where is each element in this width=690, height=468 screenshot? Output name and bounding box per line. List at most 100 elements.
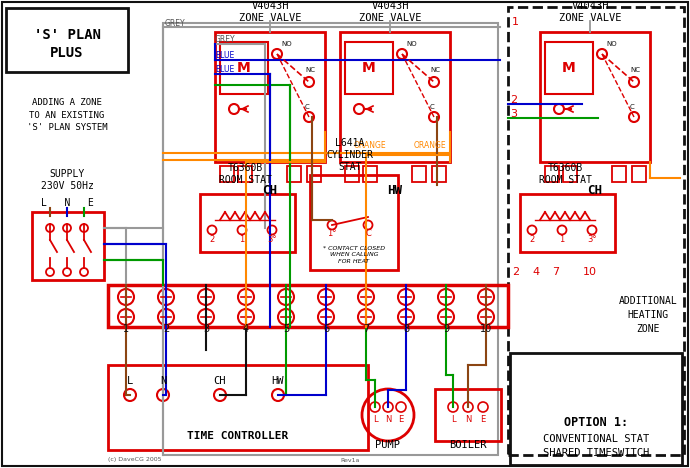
Bar <box>345 166 359 182</box>
Text: N: N <box>160 376 166 386</box>
Text: Rev1a: Rev1a <box>340 458 359 462</box>
Bar <box>310 175 398 270</box>
Text: T6360B
ROOM STAT: T6360B ROOM STAT <box>539 163 591 185</box>
Text: N: N <box>465 415 471 424</box>
Text: 4: 4 <box>533 267 540 277</box>
Text: 1: 1 <box>560 235 564 244</box>
Bar <box>215 32 325 162</box>
Text: L: L <box>451 415 455 424</box>
Text: 2: 2 <box>529 235 535 244</box>
Text: 6: 6 <box>323 324 329 334</box>
Text: 5: 5 <box>283 324 289 334</box>
Text: V4043H
ZONE VALVE: V4043H ZONE VALVE <box>359 1 422 23</box>
Bar <box>6 8 128 72</box>
Text: CH: CH <box>587 183 602 197</box>
Bar <box>510 353 682 465</box>
Bar <box>632 166 646 182</box>
Text: NC: NC <box>630 67 640 73</box>
Text: C: C <box>430 104 435 110</box>
Text: 'S' PLAN
PLUS: 'S' PLAN PLUS <box>34 29 101 59</box>
Text: * CONTACT CLOSED
WHEN CALLING
FOR HEAT: * CONTACT CLOSED WHEN CALLING FOR HEAT <box>323 246 385 263</box>
Text: 3: 3 <box>510 109 517 119</box>
Bar <box>340 32 450 162</box>
Text: 10: 10 <box>583 267 597 277</box>
Text: T6360B
ROOM STAT: T6360B ROOM STAT <box>219 163 271 185</box>
Text: GREY: GREY <box>165 19 186 28</box>
Text: C: C <box>365 228 371 237</box>
Bar <box>220 166 234 182</box>
Bar <box>108 365 368 450</box>
Text: V4043H
ZONE VALVE: V4043H ZONE VALVE <box>559 1 621 23</box>
Text: HW: HW <box>272 376 284 386</box>
Text: 2: 2 <box>513 267 520 277</box>
Text: 2: 2 <box>510 95 517 105</box>
Bar <box>307 166 321 182</box>
Text: 1°: 1° <box>327 228 337 237</box>
Text: 3°: 3° <box>267 235 277 244</box>
Bar <box>238 166 252 182</box>
Text: M: M <box>562 61 576 75</box>
Text: 7: 7 <box>553 267 560 277</box>
Bar <box>200 194 295 252</box>
Text: PUMP: PUMP <box>375 440 400 450</box>
Bar <box>545 42 593 94</box>
Text: BLUE: BLUE <box>215 51 234 59</box>
Bar <box>540 32 650 162</box>
Bar <box>412 166 426 182</box>
Text: 10: 10 <box>480 324 492 334</box>
Bar <box>432 166 446 182</box>
Text: BOILER: BOILER <box>449 440 486 450</box>
Bar <box>612 166 626 182</box>
Text: BLUE: BLUE <box>215 66 234 74</box>
Text: V4043H
ZONE VALVE: V4043H ZONE VALVE <box>239 1 302 23</box>
Text: 2: 2 <box>209 235 215 244</box>
Text: NC: NC <box>430 67 440 73</box>
Text: NO: NO <box>406 41 417 47</box>
Bar <box>220 42 268 94</box>
Bar <box>435 389 501 441</box>
Text: TIME CONTROLLER: TIME CONTROLLER <box>188 431 288 441</box>
Text: M: M <box>237 61 251 75</box>
Text: L: L <box>373 415 377 424</box>
Text: ADDITIONAL
HEATING
ZONE: ADDITIONAL HEATING ZONE <box>619 296 678 334</box>
Text: 3: 3 <box>203 324 209 334</box>
Bar <box>363 166 377 182</box>
Text: N: N <box>385 415 391 424</box>
Text: 1: 1 <box>511 17 518 27</box>
Text: L   N   E: L N E <box>41 198 93 208</box>
Bar <box>563 166 577 182</box>
Text: 8: 8 <box>403 324 409 334</box>
Text: NO: NO <box>281 41 292 47</box>
Text: 1: 1 <box>123 324 129 334</box>
Text: CH: CH <box>262 183 277 197</box>
Text: E: E <box>480 415 486 424</box>
Text: E: E <box>398 415 404 424</box>
Text: SUPPLY
230V 50Hz: SUPPLY 230V 50Hz <box>41 169 93 191</box>
Bar <box>508 7 684 455</box>
Text: HW: HW <box>388 183 402 197</box>
Text: 3°: 3° <box>587 235 597 244</box>
Bar <box>32 212 104 280</box>
Text: ORANGE: ORANGE <box>414 140 446 149</box>
Text: 4: 4 <box>243 324 249 334</box>
Text: NO: NO <box>606 41 617 47</box>
Text: GREY: GREY <box>215 36 235 44</box>
Text: NC: NC <box>305 67 315 73</box>
Text: ORANGE: ORANGE <box>354 140 386 149</box>
Text: C: C <box>305 104 310 110</box>
Text: M: M <box>362 61 376 75</box>
Text: L641A
CYLINDER
STAT: L641A CYLINDER STAT <box>326 138 373 172</box>
Bar <box>163 23 498 455</box>
Bar <box>287 166 301 182</box>
Text: (c) DaveCG 2005: (c) DaveCG 2005 <box>108 458 161 462</box>
Bar <box>345 42 393 94</box>
Text: CH: CH <box>214 376 226 386</box>
Text: 1: 1 <box>239 235 245 244</box>
Text: 7: 7 <box>363 324 369 334</box>
Text: OPTION 1:: OPTION 1: <box>564 416 628 429</box>
Text: CONVENTIONAL STAT
SHARED TIMESWITCH: CONVENTIONAL STAT SHARED TIMESWITCH <box>543 434 649 458</box>
Text: 2: 2 <box>163 324 169 334</box>
Text: L: L <box>127 376 133 386</box>
Bar <box>545 166 559 182</box>
Bar <box>108 285 508 327</box>
